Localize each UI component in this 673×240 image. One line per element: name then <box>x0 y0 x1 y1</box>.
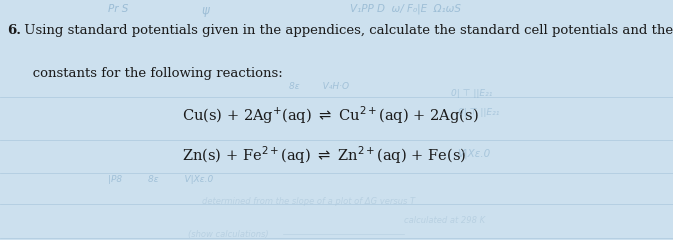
Text: |P8         8ε         V|Xε.0: |P8 8ε V|Xε.0 <box>108 175 213 184</box>
Text: constants for the following reactions:: constants for the following reactions: <box>20 67 283 80</box>
Text: Cu(s) + 2Ag$^{+}$(aq) $\rightleftharpoons$ Cu$^{2+}$(aq) + 2Ag(s): Cu(s) + 2Ag$^{+}$(aq) $\rightleftharpoon… <box>182 104 479 126</box>
Text: 0| ⊤ ||E₂₁: 0| ⊤ ||E₂₁ <box>451 89 492 98</box>
Text: Zn(s) + Fe$^{2+}$(aq) $\rightleftharpoons$ Zn$^{2+}$(aq) + Fe(s): Zn(s) + Fe$^{2+}$(aq) $\rightleftharpoon… <box>182 144 466 166</box>
Text: determined from the slope of a plot of ΔG versus T: determined from the slope of a plot of Δ… <box>202 197 415 206</box>
Text: 8ε        V₄H·O: 8ε V₄H·O <box>289 82 349 90</box>
Text: 0| ⊤ ||E₂₁: 0| ⊤ ||E₂₁ <box>458 108 499 117</box>
Text: ψ: ψ <box>202 4 210 17</box>
Text: Using standard potentials given in the appendices, calculate the standard cell p: Using standard potentials given in the a… <box>20 24 673 37</box>
Text: (show calculations): (show calculations) <box>188 230 269 240</box>
Text: calculated at 298 K: calculated at 298 K <box>404 216 485 225</box>
Text: V|Xε.0: V|Xε.0 <box>458 149 491 159</box>
Text: Pr S: Pr S <box>108 4 128 14</box>
Text: V₁PP D  ω/ F₀|E  Ω₁ωS: V₁PP D ω/ F₀|E Ω₁ωS <box>350 4 461 14</box>
Text: 6.: 6. <box>7 24 21 37</box>
